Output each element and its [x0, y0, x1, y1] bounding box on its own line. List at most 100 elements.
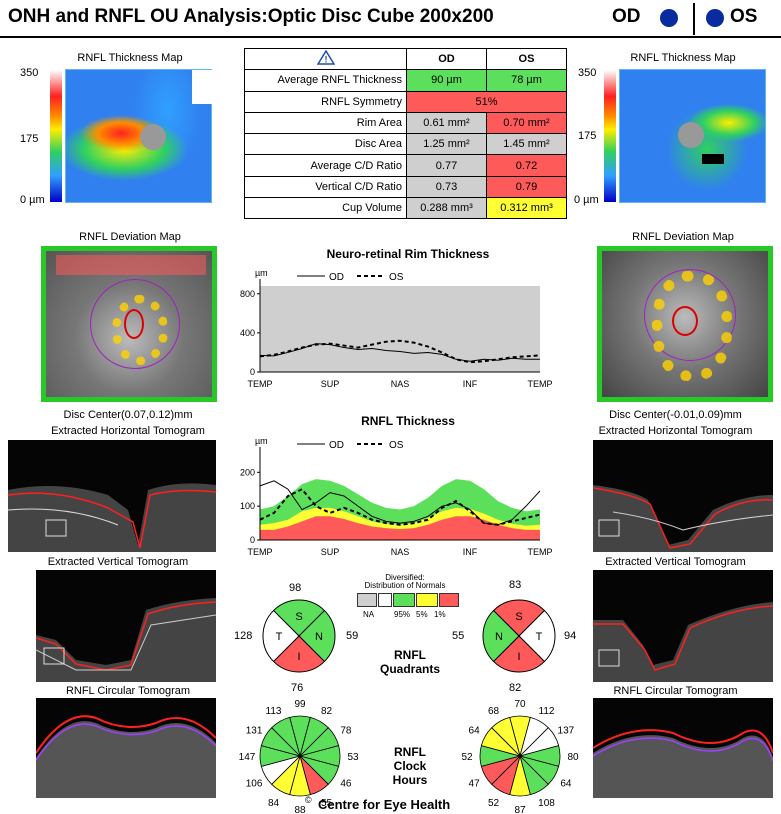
- clock-hour-value: 88: [294, 805, 306, 814]
- report-title: ONH and RNFL OU Analysis:Optic Disc Cube…: [8, 6, 494, 27]
- od-cup-outline: [124, 309, 144, 339]
- norms-legend-title1: Diversified:: [385, 573, 425, 582]
- legend-1-swatch: [439, 593, 459, 607]
- legend-os-text: OS: [389, 440, 404, 451]
- x-tick-label: INF: [463, 547, 478, 557]
- os-vertical-tomogram-title: Extracted Vertical Tomogram: [605, 556, 746, 568]
- clock-hour-value: 113: [266, 706, 282, 717]
- clock-hour-value: 64: [560, 779, 572, 790]
- od-vertical-tomogram-image: [36, 598, 216, 682]
- os-disc-center: Disc Center(-0.01,0.09)mm: [609, 409, 742, 421]
- col-od-header: OD: [406, 47, 487, 71]
- os-circular-tomogram-title: RNFL Circular Tomogram: [613, 685, 738, 697]
- footer-org: Centre for Eye Health: [318, 797, 451, 812]
- norms-legend-title2: Distribution of Normals: [364, 581, 446, 590]
- clock-hour-value: 137: [558, 726, 575, 737]
- clock-hour-sector: [491, 716, 521, 758]
- od-circular-tomogram-title: RNFL Circular Tomogram: [65, 685, 191, 697]
- os-circular-tomogram-image: [593, 729, 773, 798]
- legend-1-label: 1%: [434, 610, 446, 619]
- clock-hour-value: 70: [514, 699, 526, 710]
- od-scan-circle: [90, 279, 180, 369]
- od-deviation-ring: [112, 295, 168, 365]
- od-map-mask: [192, 70, 212, 104]
- clock-hour-value: 108: [538, 798, 555, 809]
- legend-95-label: 95%: [394, 610, 411, 619]
- os-scale-mid: 175: [578, 130, 597, 142]
- x-tick-label: SUP: [321, 547, 340, 557]
- od-deviation-band: [56, 255, 206, 275]
- y-unit-label: µm: [255, 268, 268, 278]
- clock-hour-value: 47: [469, 779, 481, 790]
- disc-area-od: 1.25 mm²: [406, 133, 487, 156]
- os-circular-tomogram: [593, 698, 773, 798]
- y-unit-label: µm: [255, 436, 268, 446]
- os-quad-n-value: 55: [452, 630, 465, 642]
- legend-na-label: NA: [363, 610, 375, 619]
- od-color-scale: [50, 70, 62, 202]
- clock-hour-value: 87: [514, 805, 526, 814]
- y-tick-label: 200: [240, 467, 255, 477]
- x-tick-label: TEMP: [247, 379, 272, 389]
- x-tick-label: NAS: [391, 547, 410, 557]
- copyright-mark: ©: [305, 795, 312, 805]
- y-tick-label: 0: [250, 367, 255, 377]
- clock-hour-value: 46: [340, 779, 352, 790]
- series-os-line: [259, 487, 541, 526]
- row-label: Rim Area: [244, 111, 407, 135]
- avg-rnfl-os: 78 µm: [486, 69, 567, 92]
- rim-chart-title: Neuro-retinal Rim Thickness: [326, 247, 490, 261]
- od-eye-icon: [660, 9, 678, 27]
- quadrant-i-sector: [492, 635, 546, 673]
- row-label: Average RNFL Thickness: [244, 69, 407, 92]
- od-vertical-tomogram-title: Extracted Vertical Tomogram: [47, 556, 189, 568]
- x-tick-label: SUP: [321, 379, 340, 389]
- report-header: ONH and RNFL OU Analysis:Optic Disc Cube…: [0, 0, 781, 38]
- x-tick-label: INF: [463, 379, 478, 389]
- os-deviation-map: [597, 246, 773, 402]
- vert-cd-os: 0.79: [486, 175, 567, 199]
- od-scale-min: 0 µm: [20, 194, 45, 206]
- avg-cd-os: 0.72: [486, 154, 567, 177]
- quadrant-i-letter: I: [517, 651, 520, 663]
- series-os-line: [259, 339, 541, 364]
- clock-label-3: Hours: [392, 773, 428, 787]
- y-tick-label: 800: [240, 289, 255, 299]
- legend-5-label: 5%: [416, 610, 428, 619]
- os-map-artifact: [702, 154, 724, 164]
- rnfl-thickness-chart: OD OS µm 0 100 200 TEMP SUP NAS INF TEMP: [240, 436, 553, 557]
- quadrant-t-sector: [262, 609, 300, 663]
- legend-od-text: OD: [329, 272, 344, 283]
- os-thickness-map-title: RNFL Thickness Map: [630, 52, 736, 64]
- quadrants-label-1: RNFL: [394, 648, 426, 662]
- od-deviation-map-title: RNFL Deviation Map: [79, 231, 181, 243]
- os-eye-icon: [706, 9, 724, 27]
- od-vertical-tomogram: [36, 570, 216, 682]
- quadrant-i-letter: I: [297, 651, 300, 663]
- rim-area-os: 0.70 mm²: [486, 111, 567, 135]
- od-disc-center: Disc Center(0.07,0.12)mm: [63, 409, 193, 421]
- clock-hour-value: 112: [539, 706, 555, 717]
- quadrant-s-letter: S: [515, 611, 522, 623]
- quadrant-t-sector: [518, 609, 556, 663]
- od-quad-n-value: 59: [346, 630, 359, 642]
- quadrant-s-letter: S: [295, 611, 302, 623]
- cup-volume-od: 0.288 mm³: [406, 197, 487, 220]
- legend-yellow-swatch: [416, 593, 438, 607]
- quadrant-s-sector: [272, 599, 326, 637]
- warning-cell: !: [244, 47, 407, 71]
- os-deviation-map-title: RNFL Deviation Map: [632, 231, 734, 243]
- od-thickness-map-title: RNFL Thickness Map: [77, 52, 183, 64]
- clock-hour-value: 52: [461, 752, 473, 763]
- clock-hour-value: 68: [488, 706, 500, 717]
- clock-label-2: Clock: [393, 759, 427, 773]
- rim-thickness-chart: OD OS µm 0 400 800 TEMP SUP NAS INF TEMP: [240, 268, 553, 389]
- quadrant-s-sector: [492, 599, 546, 637]
- clock-hour-value: 64: [469, 726, 481, 737]
- od-circular-tomogram-image: [36, 715, 216, 798]
- legend-95-swatch: [378, 593, 392, 607]
- clock-hour-value: 131: [246, 726, 263, 737]
- clock-hour-value: 99: [294, 699, 306, 710]
